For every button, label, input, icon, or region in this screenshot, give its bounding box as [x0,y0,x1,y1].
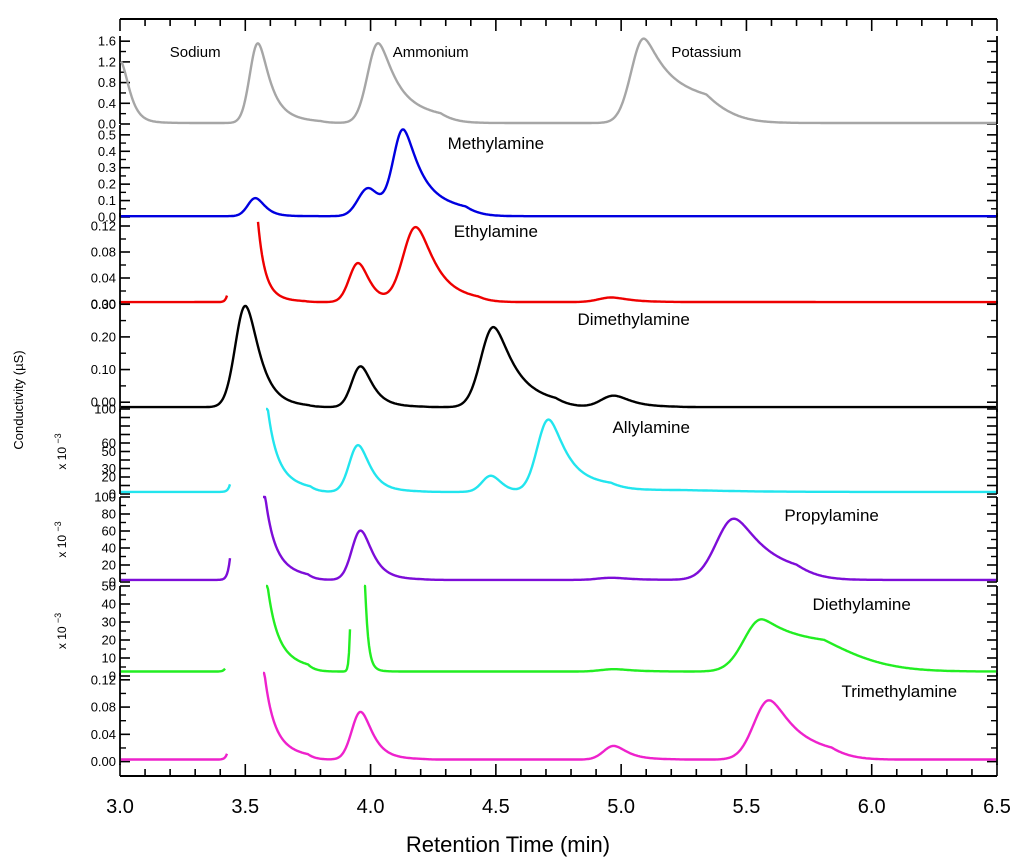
y-tick-label: 40 [102,597,116,612]
peak-annotation: Ammonium [393,44,469,61]
peak-annotation: Trimethylamine [841,682,957,701]
y-tick-label: 0 [109,487,116,502]
y-tick-label: 1.2 [98,54,116,69]
x-tick-label: 6.5 [983,796,1011,818]
y-tick-label: 0.20 [91,329,116,344]
series-line [120,584,997,673]
y-tick-label: 10 [102,651,116,666]
y-axis-label: Conductivity (µS) [11,350,26,449]
y-tick-label: 0.30 [91,297,116,312]
y-tick-label: 0.0 [98,117,116,132]
series-line [120,495,997,582]
y-multiplier-label: x 10 −3 [53,433,69,469]
peak-annotation: Dimethylamine [577,310,689,329]
panel-ethylamine: 0.00 0.04 0.08 0.12 Ethylamine [91,213,998,312]
panel-dimethylamine: 0.00 0.10 0.20 0.30 Dimethylamine [91,297,998,412]
y-tick-label: 50 [102,579,116,594]
y-tick-label: 0.4 [98,96,116,111]
y-tick-label: 0.2 [98,177,116,192]
series-line [120,304,997,409]
y-tick-label: 0.08 [91,245,116,260]
y-tick-label: 0.12 [91,219,116,234]
series-line [120,671,997,761]
x-tick-label: 4.5 [482,796,510,818]
peak-annotation: Propylamine [784,506,879,525]
y-tick-label: 20 [102,558,116,573]
peak-annotation: Allylamine [612,418,689,437]
y-tick-label: 40 [102,541,116,556]
y-tick-label: 20 [102,633,116,648]
y-tick-label: 1.6 [98,34,116,49]
y-tick-label: 0.4 [98,144,116,159]
y-tick-label: 20 [102,470,116,485]
y-tick-label: 0.0 [98,210,116,225]
y-tick-label: 0.04 [91,727,116,742]
y-tick-label: 0.8 [98,75,116,90]
y-tick-label: 80 [102,507,116,522]
panel-trimethylamine: 0.00 0.04 0.08 0.12 Trimethylamine [91,671,998,769]
y-tick-label: 0.1 [98,193,116,208]
peak-annotation: Methylamine [448,134,544,153]
y-tick-label: 30 [102,461,116,476]
series-line [120,407,997,494]
y-tick-label: 0.04 [91,271,116,286]
peak-annotation: Diethylamine [813,595,911,614]
y-multiplier-label: x 10 −3 [53,521,69,557]
y-tick-label: 0.00 [91,297,116,312]
panel-methylamine: 0.0 0.10.2 0.30.4 0.5 Methylamine [98,125,998,225]
peak-annotation: Potassium [671,44,741,61]
y-tick-label: 0.3 [98,160,116,175]
x-tick-label: 3.0 [106,796,134,818]
panel-diethylamine: 0 10 20 30 40 50 x 10 −3 Diethylamine [53,579,998,684]
y-tick-label: 0.5 [98,127,116,142]
panel-standard-cations: 0.0 0.4 0.8 1.2 1.6 Sodium Ammonium Potassium [98,34,998,132]
y-tick-label: 0 [109,669,116,684]
y-tick-label: 100 [94,490,116,505]
y-tick-label: 0.10 [91,362,116,377]
x-tick-label: 5.5 [733,796,761,818]
panel-propylamine: 0 20 40 60 80 100 x 10 −3 Propylamine [53,490,998,590]
y-tick-label: 0.00 [91,754,116,769]
x-tick-label: 6.0 [858,796,886,818]
peak-annotation: Ethylamine [454,222,538,241]
y-tick-label: 60 [102,436,116,451]
y-tick-label: 30 [102,615,116,630]
y-tick-label: 0.08 [91,700,116,715]
x-tick-label: 3.5 [231,796,259,818]
y-tick-label: 0 [109,575,116,590]
x-axis-label: Retention Time (min) [406,832,610,857]
y-tick-label: 0.00 [91,395,116,410]
y-tick-label: 0.12 [91,672,116,687]
series-line [119,37,997,125]
x-tick-label: 4.0 [357,796,385,818]
peak-annotation: Sodium [170,44,221,61]
y-multiplier-label: x 10 −3 [53,613,69,649]
series-line [120,128,997,218]
y-tick-label: 60 [102,524,116,539]
y-tick-label: 100 [94,402,116,417]
x-tick-label: 5.0 [607,796,635,818]
series-line [120,221,997,304]
y-tick-label: 50 [102,444,116,459]
